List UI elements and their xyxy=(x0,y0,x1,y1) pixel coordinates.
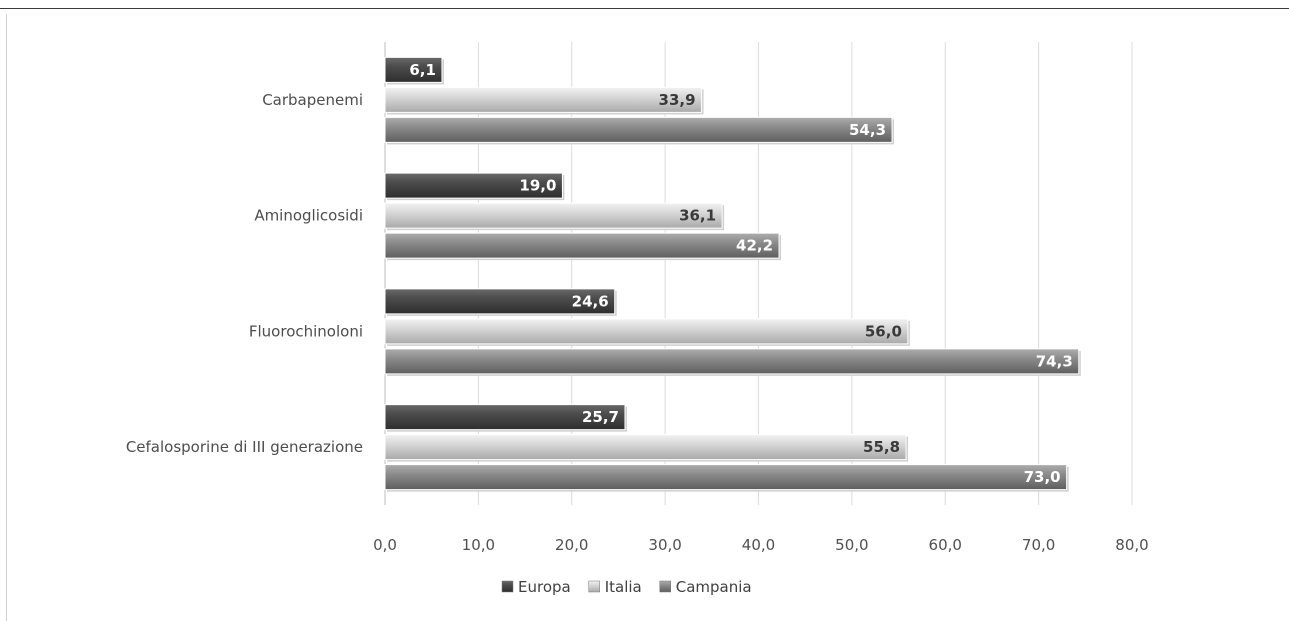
bar-italia xyxy=(384,434,907,461)
bar-europa xyxy=(384,288,616,315)
bar-value-label: 74,3 xyxy=(1036,352,1073,370)
bar-value-label: 36,1 xyxy=(679,207,716,225)
legend-swatch-italia xyxy=(588,580,600,593)
x-tick-label: 40,0 xyxy=(742,536,775,554)
legend-swatch-europa xyxy=(501,580,514,593)
x-tick-label: 30,0 xyxy=(648,536,681,554)
bar-italia xyxy=(384,202,723,229)
category-label: Cefalosporine di III generazione xyxy=(126,438,363,456)
bar-italia xyxy=(384,86,703,113)
legend: Europa Italia Campania xyxy=(501,578,752,596)
bar-campania xyxy=(384,232,780,259)
bar-europa xyxy=(384,404,626,431)
bar-campania xyxy=(384,464,1068,491)
bar-campania xyxy=(384,116,893,143)
bar-value-label: 55,8 xyxy=(863,438,900,456)
bar-italia xyxy=(384,318,909,345)
bar-campania xyxy=(384,348,1080,375)
bar-value-label: 42,2 xyxy=(736,237,773,255)
x-tick-label: 0,0 xyxy=(373,536,397,554)
bar-value-label: 56,0 xyxy=(865,322,902,340)
bar-value-label: 54,3 xyxy=(849,121,886,139)
bars-group: 6,1 33,9 54,3 19,0 36,1 42,2 24,6 56,0 74,3 25,7 5… xyxy=(384,56,1081,492)
bar-value-label: 25,7 xyxy=(582,408,619,426)
bar-value-label: 33,9 xyxy=(659,91,696,109)
bar-value-label: 19,0 xyxy=(519,177,556,195)
legend-label-campania: Campania xyxy=(676,578,752,596)
x-tick-label: 10,0 xyxy=(462,536,495,554)
x-tick-label: 80,0 xyxy=(1115,536,1148,554)
left-border-line xyxy=(6,14,7,621)
bar-value-label: 24,6 xyxy=(572,292,609,310)
category-label: Carbapenemi xyxy=(262,91,363,109)
top-border-line xyxy=(0,8,1289,9)
gridlines xyxy=(384,42,1133,505)
category-label: Fluorochinoloni xyxy=(249,322,363,340)
bar-value-label: 73,0 xyxy=(1024,468,1061,486)
category-label: Aminoglicosidi xyxy=(254,207,363,225)
x-tick-label: 50,0 xyxy=(835,536,868,554)
x-tick-label: 60,0 xyxy=(929,536,962,554)
legend-label-italia: Italia xyxy=(605,578,642,596)
bar-europa xyxy=(384,56,443,83)
bar-value-label: 6,1 xyxy=(409,61,436,79)
x-tick-label: 70,0 xyxy=(1022,536,1055,554)
bar-europa xyxy=(384,172,563,199)
category-labels: Carbapenemi Aminoglicosidi Fluorochinoloni… xyxy=(126,91,363,456)
legend-swatch-campania xyxy=(659,580,671,593)
x-tick-label: 20,0 xyxy=(555,536,588,554)
legend-label-europa: Europa xyxy=(518,578,571,596)
x-tick-labels: 0,0 10,0 20,0 30,0 40,0 50,0 60,0 70,0 80,0 xyxy=(373,536,1149,554)
